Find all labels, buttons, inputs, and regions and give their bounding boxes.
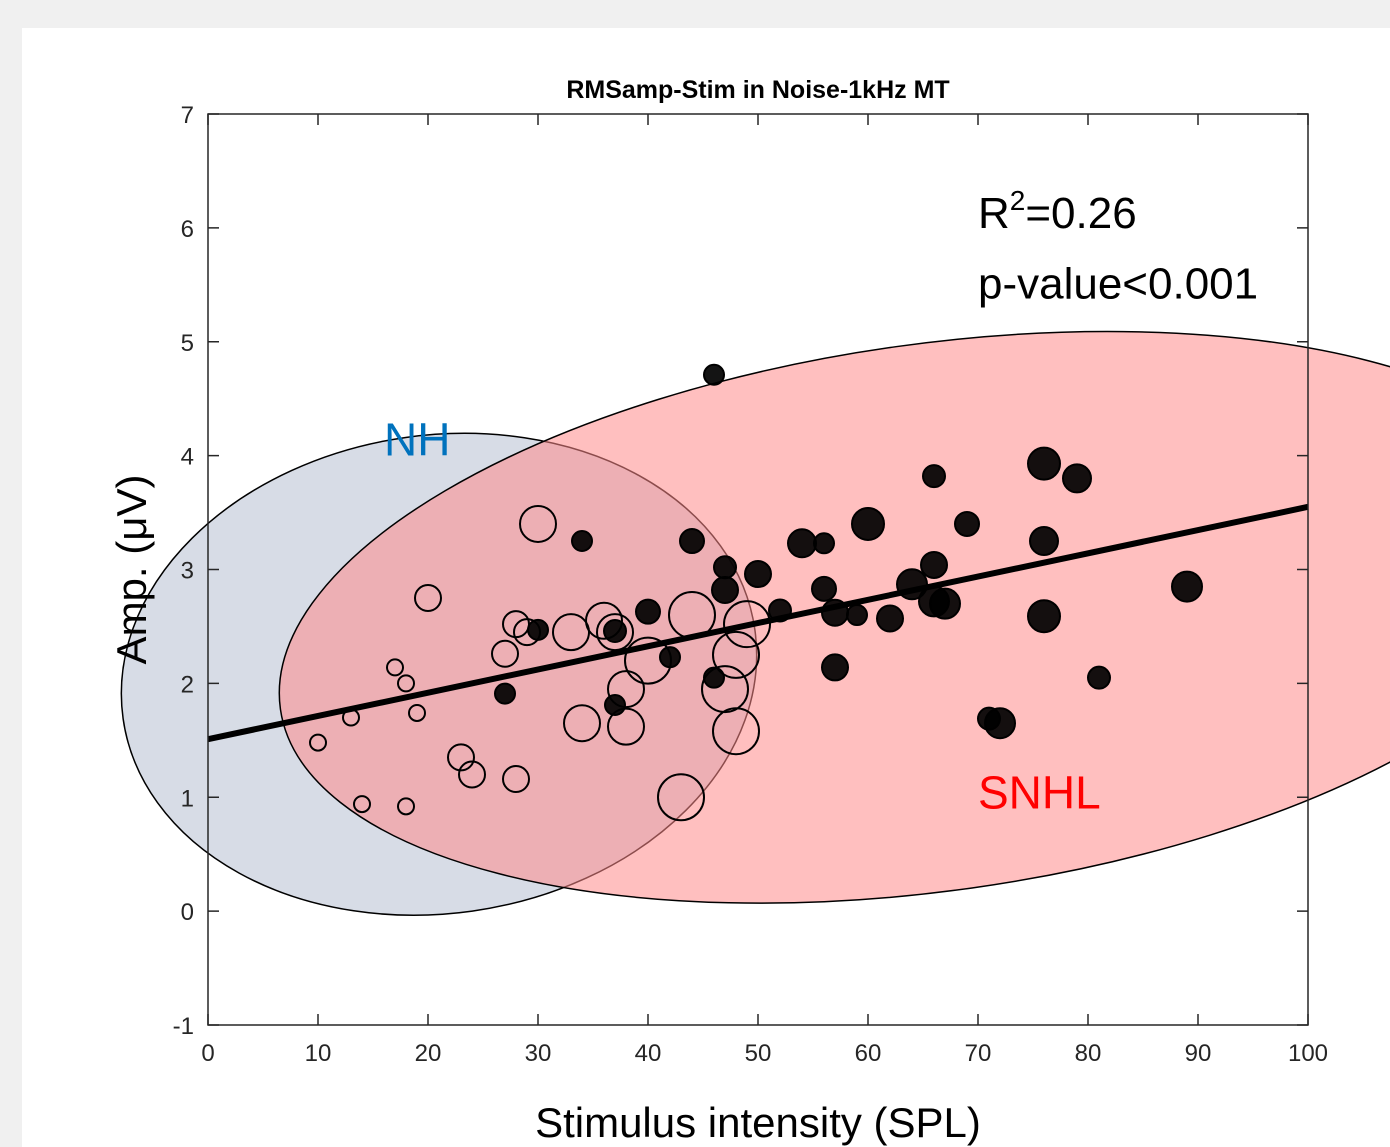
- nh-data-point: [414, 583, 442, 612]
- nh-data-point: [607, 670, 645, 709]
- chart-title: RMSamp-Stim in Noise-1kHz MT: [566, 76, 949, 104]
- nh-data-point: [607, 707, 645, 746]
- ellipse-layer: [120, 330, 1390, 916]
- p-value-annotation: p-value<0.001: [978, 259, 1258, 308]
- snhl-data-point: [851, 506, 885, 541]
- x-tick-label: 40: [635, 1040, 662, 1067]
- nh-data-point: [563, 704, 601, 743]
- x-tick-label: 20: [415, 1040, 442, 1067]
- nh-data-point: [447, 743, 475, 772]
- snhl-data-point: [659, 646, 681, 669]
- snhl-data-point: [920, 550, 948, 579]
- snhl-data-point: [813, 532, 835, 555]
- r2-value: =0.26: [1025, 189, 1136, 238]
- y-tick-label: 7: [181, 102, 194, 129]
- y-tick-label: -1: [173, 1013, 194, 1040]
- regression-line: [207, 503, 1309, 743]
- snhl-data-point: [1171, 570, 1203, 603]
- y-tick-label: 6: [181, 216, 194, 243]
- nh-data-point: [712, 707, 760, 756]
- snhl-data-point: [494, 682, 516, 705]
- nh-data-point: [491, 639, 519, 668]
- y-axis-label: Amp. (μV): [108, 475, 155, 665]
- x-tick-label: 50: [745, 1040, 772, 1067]
- nh-data-point: [458, 760, 486, 789]
- snhl-data-point: [703, 363, 725, 386]
- points-layer: [309, 363, 1203, 822]
- nh-data-point: [519, 504, 557, 543]
- nh-data-point: [309, 733, 327, 752]
- snhl-data-point: [679, 528, 705, 555]
- snhl-data-point: [1027, 599, 1061, 634]
- scatter-chart: 0 10 20 30 40 50 60 70 80 90 100 -1 0 1 2 3 4 5 6 7 RMSamp-…: [108, 76, 1390, 1146]
- x-tick-label: 10: [305, 1040, 332, 1067]
- nh-data-point: [397, 674, 415, 693]
- x-tick-label: 30: [525, 1040, 552, 1067]
- x-tick-label: 80: [1075, 1040, 1102, 1067]
- nh-data-point: [386, 658, 404, 677]
- y-tick-label: 5: [181, 330, 194, 357]
- nh-data-point: [502, 765, 530, 794]
- nh-data-point: [657, 773, 705, 822]
- snhl-data-point: [527, 618, 549, 641]
- snhl-data-point: [604, 694, 626, 717]
- x-tick-label: 60: [855, 1040, 882, 1067]
- y-tick-label: 3: [181, 558, 194, 585]
- snhl-data-point: [603, 618, 627, 643]
- snhl-data-point: [821, 653, 849, 682]
- snhl-data-point: [787, 528, 817, 559]
- snhl-data-point: [1027, 446, 1061, 481]
- snhl-data-point: [811, 575, 837, 602]
- y-tick-label: 2: [181, 671, 194, 698]
- x-tick-label: 70: [965, 1040, 992, 1067]
- snhl-data-point: [1029, 526, 1059, 557]
- snhl-data-point: [703, 666, 725, 689]
- r-squared-annotation: R2=0.26: [978, 185, 1137, 238]
- nh-data-point: [585, 601, 623, 640]
- nh-data-point: [596, 613, 634, 652]
- nh-data-point: [723, 600, 771, 649]
- nh-data-point: [408, 703, 426, 722]
- snhl-data-point: [744, 560, 772, 589]
- nh-data-point: [397, 797, 415, 816]
- snhl-data-point: [984, 707, 1016, 740]
- snhl-data-point: [922, 464, 946, 489]
- y-tick-label: 0: [181, 899, 194, 926]
- snhl-data-point: [1087, 665, 1111, 690]
- snhl-data-point: [929, 587, 961, 620]
- x-tick-label: 0: [201, 1040, 214, 1067]
- snhl-data-point: [954, 510, 980, 537]
- y-tick-label: 4: [181, 444, 194, 471]
- snhl-data-point: [876, 604, 904, 633]
- ticks-layer: 0 10 20 30 40 50 60 70 80 90 100 -1 0 1 2 3 4 5 6 7: [173, 102, 1328, 1067]
- snhl-data-point: [635, 598, 661, 625]
- snhl-data-point: [571, 530, 593, 553]
- x-tick-label: 90: [1185, 1040, 1212, 1067]
- x-tick-label: 100: [1288, 1040, 1328, 1067]
- y-tick-label: 1: [181, 785, 194, 812]
- nh-data-point: [353, 795, 371, 814]
- x-axis-label: Stimulus intensity (SPL): [535, 1099, 981, 1146]
- figure-panel: 0 10 20 30 40 50 60 70 80 90 100 -1 0 1 2 3 4 5 6 7 RMSamp-…: [22, 28, 1390, 1147]
- snhl-data-point: [846, 604, 868, 627]
- snhl-group-label: SNHL: [978, 767, 1101, 819]
- r2-superscript: 2: [1010, 185, 1026, 216]
- r2-prefix: R: [978, 189, 1010, 238]
- snhl-data-point: [1062, 463, 1092, 494]
- snhl-data-point: [711, 575, 739, 604]
- nh-data-point: [712, 630, 760, 679]
- snhl-data-point: [713, 555, 737, 580]
- nh-group-label: NH: [384, 414, 450, 466]
- regression-layer: [207, 503, 1309, 743]
